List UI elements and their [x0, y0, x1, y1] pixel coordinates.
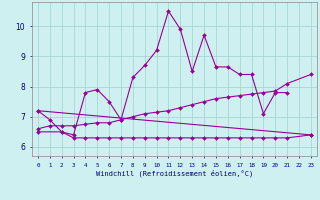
X-axis label: Windchill (Refroidissement éolien,°C): Windchill (Refroidissement éolien,°C) — [96, 169, 253, 177]
